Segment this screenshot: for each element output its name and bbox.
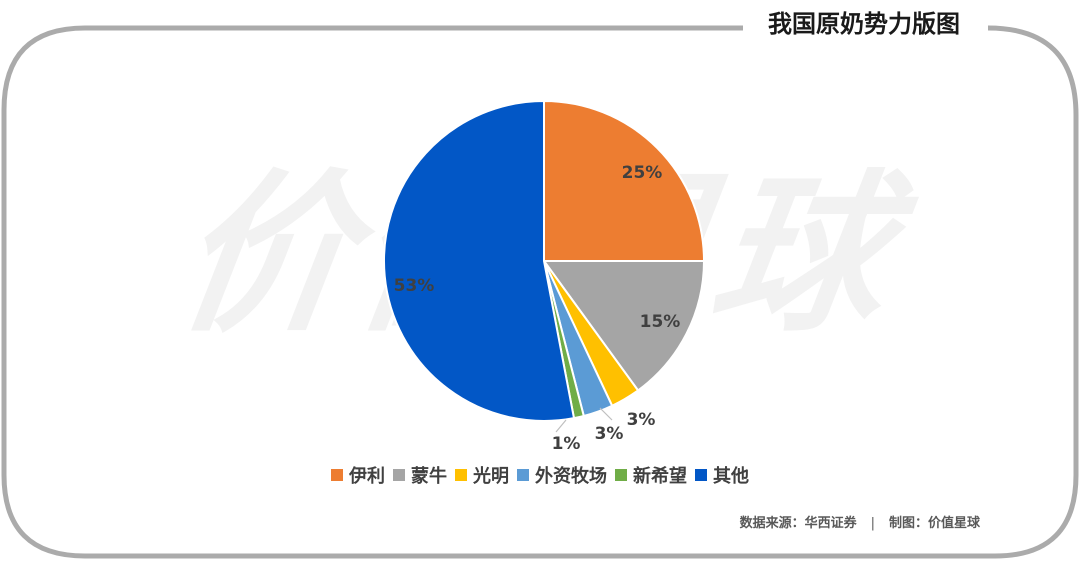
footer: 数据来源：华西证券 | 制图：价值星球: [680, 512, 980, 531]
pie-slice: [542, 260, 706, 392]
slice-label-xinxiwang: 1%: [551, 434, 581, 454]
legend-label: 其他: [713, 466, 749, 487]
legend-swatch-icon: [695, 469, 707, 481]
legend-swatch-icon: [393, 469, 405, 481]
legend-swatch-icon: [455, 469, 467, 481]
slice-label-mengniu: 15%: [639, 312, 681, 332]
footer-separator: |: [870, 516, 875, 531]
legend-label: 光明: [473, 466, 509, 487]
legend-swatch-icon: [331, 469, 343, 481]
legend-swatch-icon: [615, 469, 627, 481]
legend-item-mengniu: 蒙牛: [393, 462, 447, 488]
leader-line: [555, 419, 567, 433]
legend-item-waizi: 外资牧场: [517, 462, 607, 488]
chart-maker: 制图：价值星球: [888, 516, 980, 531]
legend-label: 蒙牛: [411, 466, 447, 487]
slice-label-yili: 25%: [621, 163, 663, 183]
slice-label-waizi: 3%: [594, 424, 624, 444]
legend-item-qita: 其他: [695, 462, 749, 488]
pie-slice: [383, 99, 576, 422]
slice-label-qita: 53%: [393, 276, 435, 296]
leader-line: [599, 407, 613, 421]
legend-label: 新希望: [633, 466, 687, 487]
legend-swatch-icon: [517, 469, 529, 481]
pie-slice: [543, 99, 706, 262]
legend-item-xinxiwang: 新希望: [615, 462, 687, 488]
legend-label: 伊利: [349, 466, 385, 487]
slice-label-guangming: 3%: [626, 410, 656, 430]
chart-title: 我国原奶势力版图: [768, 10, 960, 38]
legend-item-guangming: 光明: [455, 462, 509, 488]
legend-label: 外资牧场: [535, 466, 607, 487]
data-source: 数据来源：华西证券: [739, 516, 857, 531]
legend: 伊利 蒙牛 光明 外资牧场 新希望 其他: [0, 462, 1080, 488]
legend-item-yili: 伊利: [331, 462, 385, 488]
